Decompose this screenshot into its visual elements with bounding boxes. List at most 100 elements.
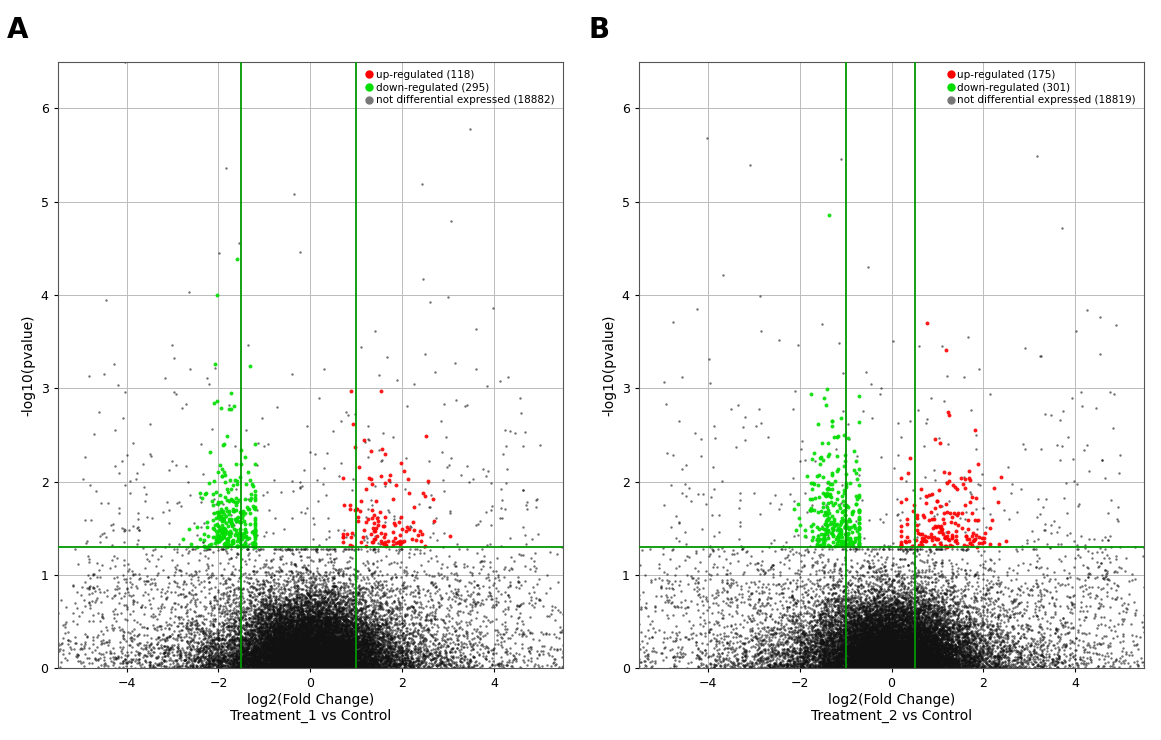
Point <box>897 519 916 531</box>
Point <box>909 649 928 661</box>
Point <box>189 574 208 586</box>
Point <box>384 513 403 525</box>
Point <box>910 647 929 659</box>
Point <box>908 585 926 597</box>
Point <box>232 583 251 595</box>
Point <box>361 599 380 610</box>
Point <box>901 656 920 668</box>
Point <box>409 628 427 640</box>
Point <box>794 661 813 673</box>
Point <box>58 634 77 646</box>
Point <box>347 636 366 648</box>
Point <box>822 604 841 616</box>
Point <box>785 656 803 667</box>
Point <box>925 656 944 667</box>
Point <box>821 650 839 662</box>
Point <box>908 620 926 632</box>
Point <box>887 603 906 615</box>
Point <box>863 653 881 665</box>
Point <box>310 629 329 641</box>
Point <box>890 639 909 651</box>
Point <box>781 622 800 633</box>
Point <box>293 642 311 654</box>
Point <box>906 635 924 647</box>
Point <box>871 636 889 648</box>
Point <box>809 650 828 662</box>
Point <box>906 642 924 654</box>
Point <box>309 662 327 673</box>
Point <box>835 639 853 650</box>
Point <box>892 654 910 666</box>
Point <box>911 634 930 646</box>
Point <box>859 659 878 671</box>
Point <box>225 650 244 662</box>
Point <box>310 645 329 656</box>
Point <box>254 645 273 657</box>
Point <box>277 610 296 622</box>
Point <box>908 639 926 651</box>
Point <box>854 614 873 626</box>
Point <box>1068 659 1087 671</box>
Point <box>813 655 831 667</box>
Point <box>265 645 283 657</box>
Point <box>922 636 940 648</box>
Point <box>282 646 301 658</box>
Point <box>747 627 765 639</box>
Point <box>224 625 243 637</box>
Point <box>338 651 356 663</box>
Point <box>798 645 816 656</box>
Point <box>895 636 914 648</box>
Point <box>864 594 882 606</box>
Point <box>817 659 836 670</box>
Point <box>909 642 928 653</box>
Point <box>280 645 298 657</box>
Point <box>736 650 755 662</box>
Point <box>352 647 370 659</box>
Point <box>1011 580 1030 592</box>
Point <box>910 633 929 645</box>
Point <box>997 660 1016 672</box>
Point <box>864 561 882 573</box>
Point <box>294 659 312 671</box>
Point <box>946 653 965 665</box>
Point <box>907 640 925 652</box>
Point <box>287 636 305 648</box>
Point <box>873 662 892 673</box>
Point <box>885 582 903 594</box>
Point <box>325 653 344 665</box>
Point <box>303 651 322 663</box>
Point <box>284 625 303 637</box>
Point <box>319 662 338 673</box>
Point <box>254 640 273 652</box>
Point <box>1021 646 1039 658</box>
Point <box>858 649 877 661</box>
Point <box>298 653 317 665</box>
Point <box>307 639 325 651</box>
Point <box>334 652 353 664</box>
Point <box>282 642 301 654</box>
Point <box>326 599 345 610</box>
Point <box>289 636 308 648</box>
Point <box>837 622 856 634</box>
Point <box>319 628 338 639</box>
Point <box>266 633 284 645</box>
Point <box>282 661 301 673</box>
Point <box>254 639 273 650</box>
Point <box>298 624 317 636</box>
Point <box>900 577 918 589</box>
Point <box>973 618 991 630</box>
Point <box>899 627 917 639</box>
Point <box>324 662 342 674</box>
Point <box>187 567 205 579</box>
Point <box>354 573 373 585</box>
Point <box>841 647 859 659</box>
Point <box>935 660 953 672</box>
Point <box>922 613 940 625</box>
Point <box>791 630 809 642</box>
Point <box>428 613 447 625</box>
Point <box>320 613 339 625</box>
Point <box>313 653 332 665</box>
Point <box>856 635 874 647</box>
Point <box>237 637 255 649</box>
Point <box>827 651 845 663</box>
